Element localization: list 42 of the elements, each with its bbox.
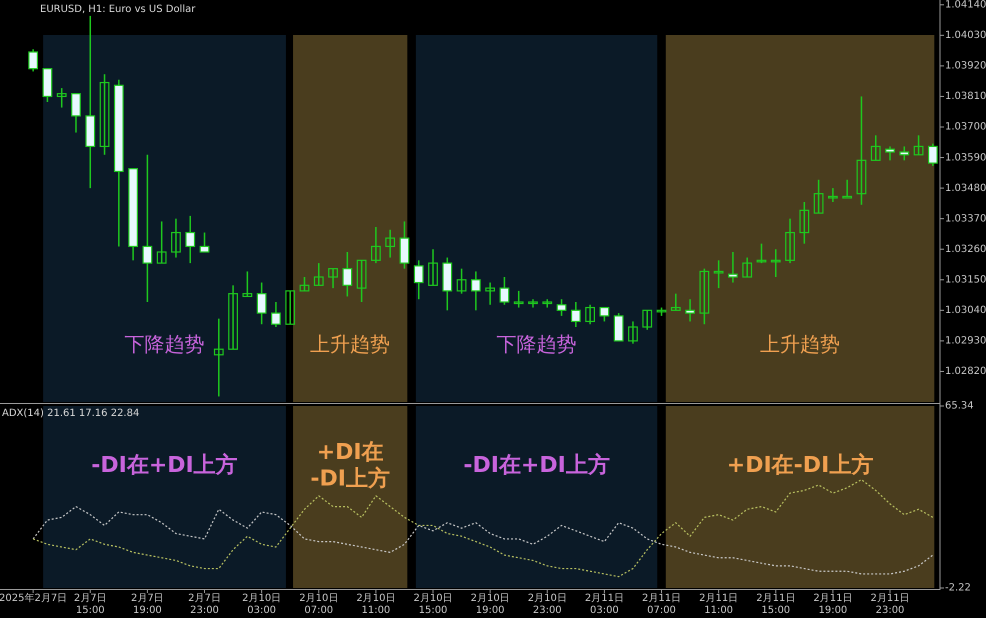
line-series [32, 506, 934, 575]
y-tick-label: 1.03810 [945, 91, 986, 102]
x-tick-label: 2月7日 19:00 [131, 593, 164, 616]
annotation: 上升趋势 [760, 332, 840, 356]
y-tick-label: 1.03480 [945, 182, 986, 194]
annotation: -DI在+DI上方 [91, 453, 238, 478]
y-tick-label: 1.03370 [945, 213, 986, 224]
annotation: 上升趋势 [310, 332, 390, 356]
x-tick-label: 2月11日 03:00 [584, 593, 624, 616]
annotation: 下降趋势 [496, 332, 577, 356]
annotation: +DI在-DI上方 [726, 453, 874, 478]
annotation: 下降趋势 [124, 332, 205, 356]
annotation: +DI在-DI上方 [310, 440, 390, 492]
chart-title: EURUSD, H1: Euro vs US Dollar [40, 4, 196, 15]
x-tick-label: 2月10日 19:00 [470, 593, 510, 616]
y-tick-label: 1.03260 [945, 244, 986, 255]
x-tick-label: 2月10日 15:00 [413, 593, 453, 616]
x-tick-label: 2月11日 15:00 [756, 593, 796, 616]
x-tick-label: 2月10日 03:00 [242, 593, 282, 616]
x-tick-label: 2月11日 19:00 [813, 593, 852, 616]
y-tick-label: 1.03590 [945, 152, 986, 164]
y-tick-label: 1.04140 [945, 0, 986, 11]
y-tick-label: 65.34 [945, 400, 974, 412]
y-tick-label: -2.22 [945, 582, 971, 594]
y-tick-label: 1.02930 [945, 336, 986, 347]
y-tick-label: 1.02820 [945, 366, 986, 378]
x-tick-label: 2月10日 23:00 [528, 593, 567, 616]
x-tick-label: 2月11日 07:00 [642, 593, 682, 616]
x-tick-label: 2月10日 07:00 [299, 593, 338, 616]
annotation: -DI在+DI上方 [463, 453, 610, 478]
y-tick-label: 1.03920 [945, 60, 986, 72]
y-tick-label: 1.04030 [945, 30, 986, 42]
x-tick-label: 2月11日 11:00 [699, 593, 738, 616]
y-tick-label: 1.03150 [945, 274, 986, 286]
y-tick-label: 1.03700 [945, 122, 986, 133]
y-tick-label: 1.03040 [945, 305, 986, 316]
x-tick-label: 2月7日 15:00 [74, 593, 107, 616]
x-tick-label: 2月11日 23:00 [870, 593, 910, 616]
x-tick-label: 2025年2月7日 [0, 592, 68, 604]
x-tick-label: 2月7日 23:00 [188, 593, 221, 616]
x-tick-label: 2月10日 11:00 [356, 593, 396, 616]
chart-title: ADX(14) 21.61 17.16 22.84 [2, 408, 140, 419]
